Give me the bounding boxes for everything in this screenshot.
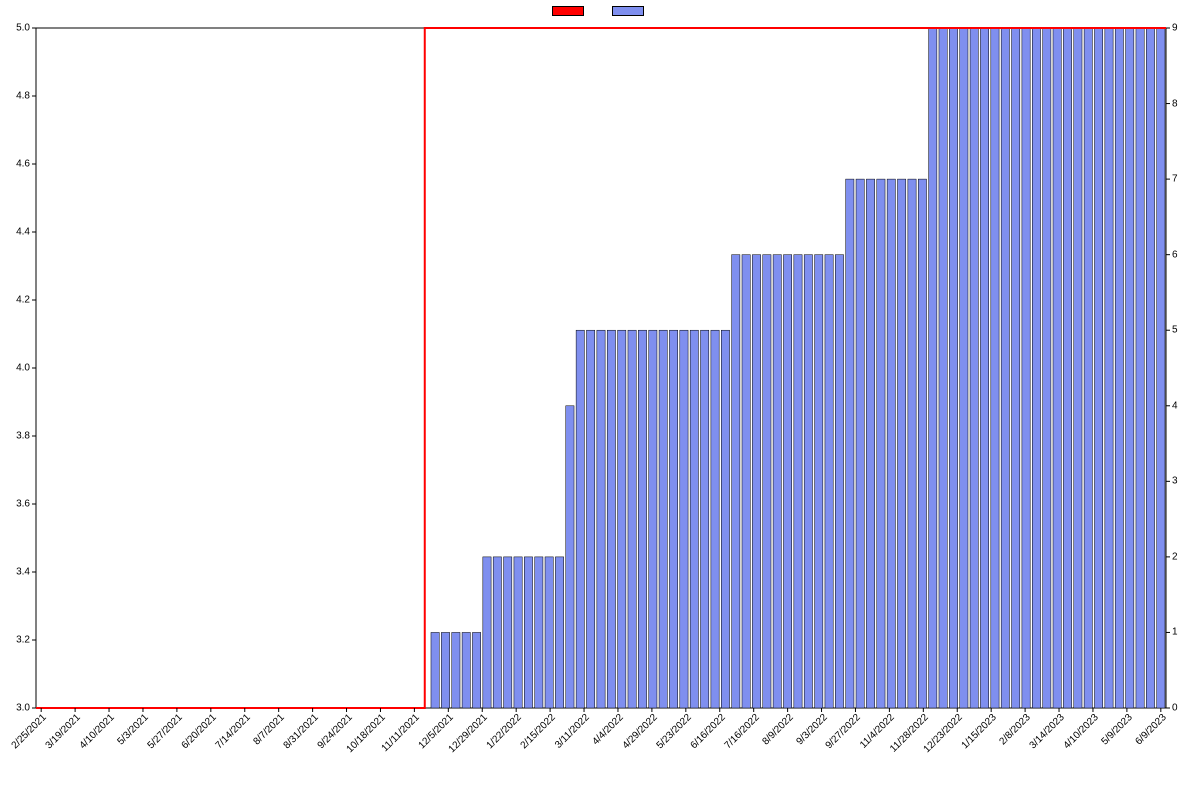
- x-tick-label: 4/10/2023: [1036, 712, 1100, 776]
- x-tick-label: 12/29/2021: [426, 712, 490, 776]
- y-left-tick-label: 3.4: [0, 567, 30, 578]
- x-tick-label: 12/23/2022: [901, 712, 965, 776]
- y-left-tick-label: 4.8: [0, 91, 30, 102]
- y-left-tick-label: 3.6: [0, 499, 30, 510]
- x-tick-label: 1/15/2023: [935, 712, 999, 776]
- x-tick-label: 5/23/2022: [629, 712, 693, 776]
- x-tick-label: 8/31/2021: [256, 712, 320, 776]
- y-right-tick-label: 3: [1172, 476, 1178, 487]
- y-left-tick-label: 4.0: [0, 363, 30, 374]
- x-tick-label: 6/20/2021: [154, 712, 218, 776]
- x-tick-label: 9/27/2022: [799, 712, 863, 776]
- x-tick-label: 8/7/2021: [222, 712, 286, 776]
- x-tick-label: 4/29/2022: [595, 712, 659, 776]
- x-tick-label: 11/11/2021: [358, 712, 422, 776]
- x-tick-label: 2/8/2023: [969, 712, 1033, 776]
- x-tick-label: 10/18/2021: [324, 712, 388, 776]
- x-tick-label: 3/19/2021: [19, 712, 83, 776]
- x-tick-label: 3/14/2023: [1002, 712, 1066, 776]
- x-tick-label: 1/22/2022: [460, 712, 524, 776]
- y-left-tick-label: 3.2: [0, 635, 30, 646]
- y-left-tick-label: 4.4: [0, 227, 30, 238]
- y-right-tick-label: 9: [1172, 23, 1178, 34]
- x-tick-label: 11/28/2022: [867, 712, 931, 776]
- x-tick-label: 3/11/2022: [527, 712, 591, 776]
- x-tick-label: 7/14/2021: [188, 712, 252, 776]
- x-tick-label: 9/3/2022: [765, 712, 829, 776]
- x-tick-label: 8/9/2022: [731, 712, 795, 776]
- x-tick-label: 5/9/2023: [1070, 712, 1134, 776]
- x-tick-label: 2/15/2022: [494, 712, 558, 776]
- x-tick-label: 9/24/2021: [290, 712, 354, 776]
- y-right-tick-label: 7: [1172, 174, 1178, 185]
- y-right-tick-label: 4: [1172, 400, 1178, 411]
- x-tick-label: 12/5/2021: [392, 712, 456, 776]
- y-right-tick-label: 1: [1172, 627, 1178, 638]
- x-tick-label: 4/10/2021: [52, 712, 116, 776]
- x-tick-label: 11/4/2022: [833, 712, 897, 776]
- y-left-tick-label: 5.0: [0, 23, 30, 34]
- y-right-tick-label: 6: [1172, 249, 1178, 260]
- y-right-tick-label: 5: [1172, 325, 1178, 336]
- x-tick-label: 4/4/2022: [561, 712, 625, 776]
- y-right-tick-label: 8: [1172, 98, 1178, 109]
- y-left-tick-label: 4.2: [0, 295, 30, 306]
- y-left-tick-label: 4.6: [0, 159, 30, 170]
- y-left-tick-label: 3.0: [0, 703, 30, 714]
- x-tick-label: 5/27/2021: [120, 712, 184, 776]
- chart-container: 3.0 3.2 3.4 3.6 3.8 4.0 4.2 4.4 4.6 4.8 5.0 0 1 2 3 4 5 6…: [0, 0, 1200, 800]
- x-tick-label: 5/3/2021: [86, 712, 150, 776]
- y-right-tick-label: 2: [1172, 551, 1178, 562]
- x-tick-label: 7/16/2022: [697, 712, 761, 776]
- y-right-tick-label: 0: [1172, 703, 1178, 714]
- labels-layer: 3.0 3.2 3.4 3.6 3.8 4.0 4.2 4.4 4.6 4.8 5.0 0 1 2 3 4 5 6…: [0, 0, 1200, 800]
- x-tick-label: 6/9/2023: [1104, 712, 1168, 776]
- x-tick-label: 6/16/2022: [663, 712, 727, 776]
- y-left-tick-label: 3.8: [0, 431, 30, 442]
